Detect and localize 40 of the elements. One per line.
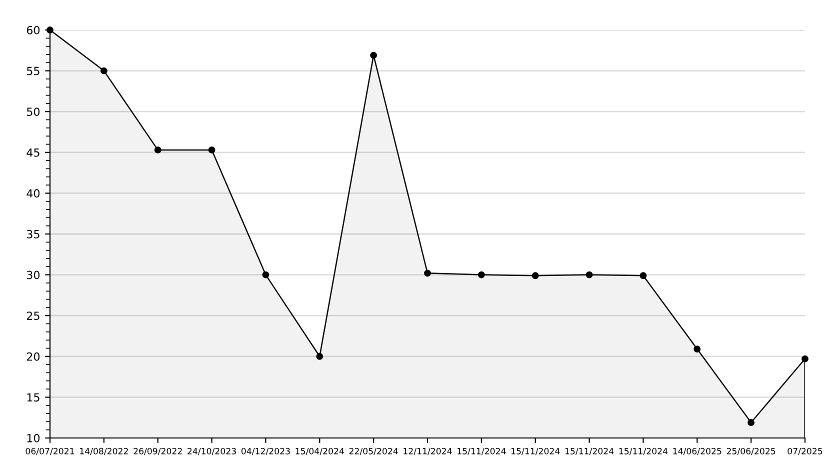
point (208, 146, 216, 154)
y-tick-label: 25 (26, 312, 40, 320)
x-tick-label: 22/05/2024 (349, 448, 398, 456)
point (262, 271, 270, 278)
point (694, 346, 701, 353)
y-tick-label: 35 (26, 230, 40, 238)
x-tick-label: 15/11/2024 (619, 448, 668, 456)
y-tick-label: 15 (27, 393, 40, 402)
x-tick-label: 14/06/2025 (673, 448, 722, 456)
y-tick-label: 20 (26, 352, 40, 361)
x-tick-label: 14/08/2022 (80, 448, 128, 456)
x-tick-label: 06/07/2021 (26, 448, 74, 456)
x-tick-label: 15/04/2024 (296, 448, 344, 456)
y-tick-label: 30 (26, 270, 40, 280)
y-tick-label: 10 (27, 434, 40, 442)
x-tick-label: 04/12/2023 (241, 448, 290, 456)
point (478, 271, 485, 278)
point (370, 52, 378, 59)
point (100, 67, 108, 74)
x-tick-label: 15/11/2024 (458, 448, 506, 456)
x-tick-label: 15/11/2024 (565, 448, 614, 456)
x-tick-label: 15/11/2024 (511, 448, 560, 456)
x-tick-label: 25/06/2025 (726, 448, 776, 456)
x-tick-label: 12/11/2024 (404, 448, 452, 456)
point (316, 352, 324, 360)
x-tick-label: 26/09/2022 (134, 448, 182, 456)
x-tick-label: 07/2025 (788, 448, 822, 456)
y-tick-label: 55 (26, 66, 40, 76)
y-tick-label: 45 (26, 148, 40, 157)
point (802, 355, 808, 362)
point (748, 419, 755, 426)
y-tick-label: 40 (26, 189, 40, 198)
y-tick-label: 50 (26, 108, 40, 116)
x-tick-label: 24/10/2023 (188, 448, 236, 456)
point (154, 146, 162, 154)
y-tick-label: 60 (26, 26, 40, 34)
point (532, 272, 539, 280)
point (424, 270, 431, 277)
point (586, 271, 593, 278)
point (640, 272, 647, 280)
